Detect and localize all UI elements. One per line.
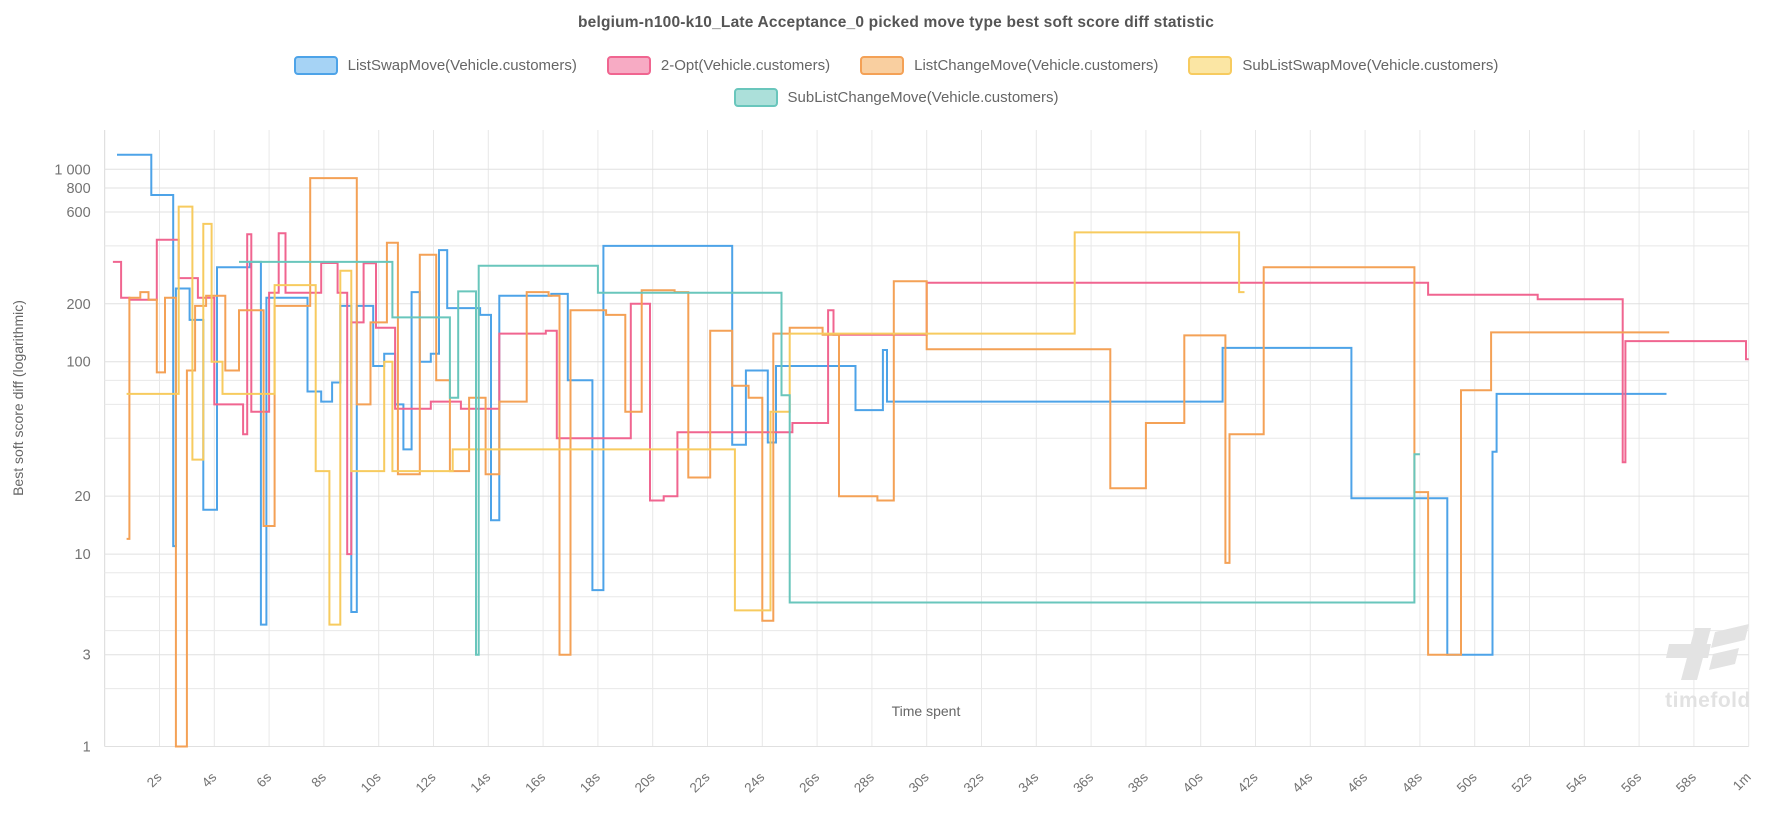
x-tick-label: 26s (796, 769, 822, 795)
x-tick-label: 54s (1563, 769, 1589, 795)
legend-swatch-icon (293, 56, 338, 75)
legend-label: ListChangeMove(Vehicle.customers) (914, 57, 1159, 74)
legend-label: 2-Opt(Vehicle.customers) (660, 57, 831, 74)
y-tick-label: 20 (75, 489, 91, 505)
y-tick-label: 10 (75, 547, 91, 563)
x-tick-label: 4s (199, 769, 220, 790)
x-tick-label: 12s (413, 769, 439, 795)
x-tick-label: 10s (358, 769, 384, 795)
x-tick-label: 34s (1015, 769, 1041, 795)
y-axis-tick-labels: 1 3 10 20 100 200 600 800 1 000 (54, 162, 90, 755)
y-tick-label: 1 (83, 740, 91, 756)
x-tick-label: 56s (1618, 769, 1644, 795)
legend-item-sublistchangemove[interactable]: SubListChangeMove(Vehicle.customers) (733, 88, 1059, 107)
y-tick-label: 1 000 (54, 162, 90, 178)
x-tick-label: 18s (577, 769, 603, 795)
legend-label: ListSwapMove(Vehicle.customers) (347, 57, 577, 74)
chart-title: belgium-n100-k10_Late Acceptance_0 picke… (577, 14, 1215, 31)
y-tick-label: 200 (66, 297, 90, 313)
legend-swatch-icon (606, 56, 651, 75)
y-tick-label: 800 (66, 181, 90, 197)
y-tick-label: 100 (66, 355, 90, 371)
legend-swatch-icon (860, 56, 905, 75)
watermark-text: timefold (1665, 689, 1751, 712)
y-axis-title: Best soft score diff (logarithmic) (10, 300, 26, 496)
watermark: timefold (1648, 618, 1768, 713)
legend-swatch-icon (1188, 56, 1233, 75)
series-2-opt (112, 232, 1749, 556)
x-axis-title: Time spent (891, 703, 961, 719)
legend-row-1: ListSwapMove(Vehicle.customers) 2-Opt(Veh… (0, 56, 1792, 75)
x-tick-label: 48s (1399, 769, 1425, 795)
legend-item-2-opt[interactable]: 2-Opt(Vehicle.customers) (606, 56, 831, 75)
legend-item-sublistswapmove[interactable]: SubListSwapMove(Vehicle.customers) (1188, 56, 1498, 75)
x-tick-label: 14s (467, 769, 493, 795)
legend-item-listchangemove[interactable]: ListChangeMove(Vehicle.customers) (860, 56, 1158, 75)
x-tick-label: 2s (144, 769, 165, 790)
x-tick-label: 46s (1344, 769, 1370, 795)
y-tick-label: 600 (66, 205, 90, 221)
x-tick-label: 28s (851, 769, 877, 795)
x-tick-label: 8s (308, 769, 329, 790)
x-tick-label: 42s (1235, 769, 1261, 795)
x-tick-label: 24s (741, 769, 767, 795)
legend-row-2: SubListChangeMove(Vehicle.customers) (0, 88, 1792, 107)
x-tick-label: 6s (254, 769, 275, 790)
legend-item-listswapmove[interactable]: ListSwapMove(Vehicle.customers) (293, 56, 577, 75)
legend-swatch-icon (733, 88, 778, 107)
y-tick-label: 3 (83, 648, 91, 664)
x-tick-label: 52s (1509, 769, 1535, 795)
legend-label: SubListSwapMove(Vehicle.customers) (1242, 57, 1499, 74)
x-tick-label: 36s (1070, 769, 1096, 795)
x-tick-label: 58s (1673, 769, 1699, 795)
legend-label: SubListChangeMove(Vehicle.customers) (787, 89, 1059, 106)
x-tick-label: 20s (632, 769, 658, 795)
x-tick-label: 38s (1125, 769, 1151, 795)
gridlines (104, 130, 1750, 747)
series-listchangemove (126, 177, 1670, 748)
x-tick-label: 44s (1289, 769, 1315, 795)
x-tick-label: 16s (522, 769, 548, 795)
x-tick-label: 40s (1180, 769, 1206, 795)
series-sublistswapmove (126, 205, 1245, 626)
x-tick-label: 50s (1454, 769, 1480, 795)
x-axis-tick-labels: 2s 4s 6s 8s 10s 12s 14s 16s 18s 20s 22s 24s 26s 28s 30… (144, 769, 1754, 795)
timefold-logo-icon (1666, 624, 1749, 680)
x-tick-label: 30s (906, 769, 932, 795)
x-tick-label: 32s (961, 769, 987, 795)
series-sublistchangemove (239, 260, 1420, 656)
x-tick-label: 1m (1730, 770, 1754, 794)
x-tick-label: 22s (687, 769, 713, 795)
